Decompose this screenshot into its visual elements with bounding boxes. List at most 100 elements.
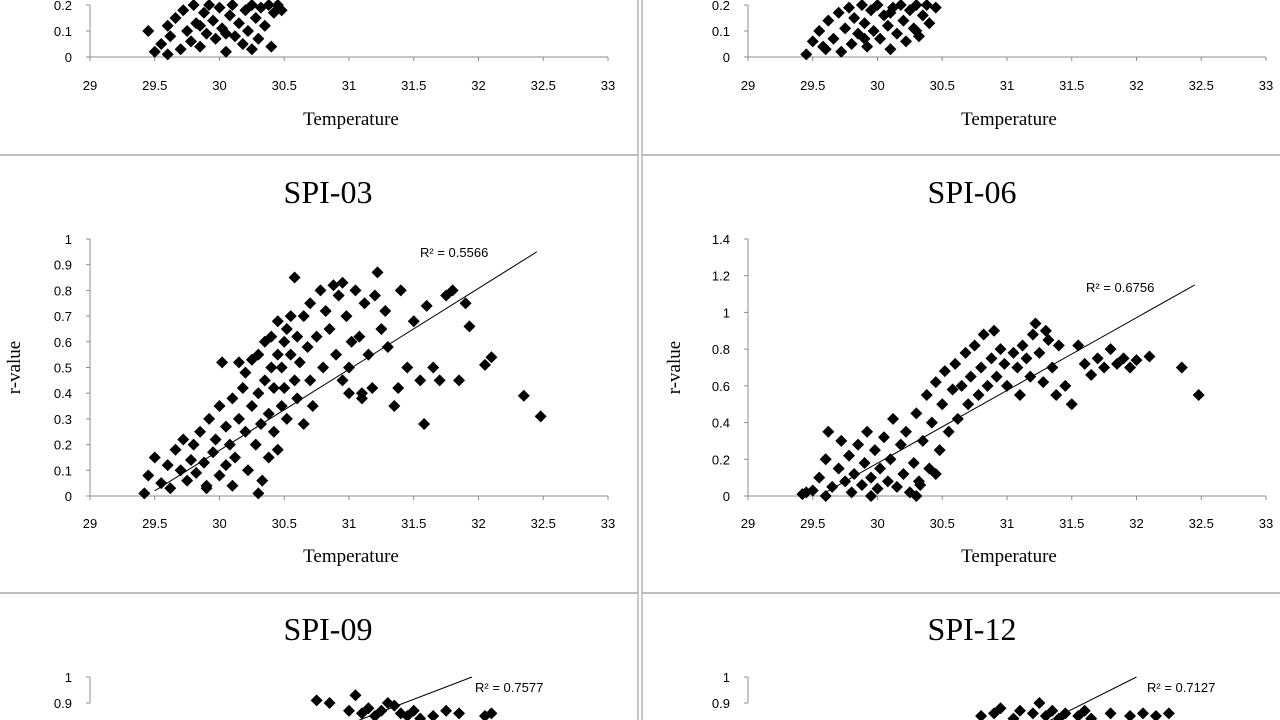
- data-point: [925, 416, 938, 429]
- data-point: [884, 453, 897, 466]
- data-point: [209, 433, 222, 446]
- data-point: [366, 382, 379, 395]
- x-axis-title: Temperature: [303, 546, 399, 567]
- data-point: [407, 315, 420, 328]
- data-point: [910, 490, 923, 502]
- panel-border: [641, 592, 1280, 720]
- data-point: [835, 45, 848, 58]
- x-tick-label: 30.5: [930, 516, 955, 531]
- data-point: [843, 1, 856, 14]
- panel-border: [641, 154, 1280, 594]
- data-point: [330, 348, 343, 361]
- data-point: [835, 434, 848, 447]
- data-point: [194, 40, 207, 53]
- data-point: [375, 704, 388, 717]
- data-point: [336, 276, 349, 289]
- data-point: [1072, 339, 1085, 352]
- data-point: [245, 400, 258, 413]
- data-point: [181, 474, 194, 487]
- data-point: [871, 482, 884, 495]
- data-point: [1033, 697, 1046, 709]
- y-tick-label: 0.2: [712, 452, 730, 467]
- data-point: [388, 699, 401, 712]
- x-tick-label: 31: [1000, 516, 1014, 531]
- data-point: [161, 459, 174, 472]
- r-squared-label: R² = 0.7127: [1147, 680, 1215, 695]
- data-point: [420, 299, 433, 312]
- data-point: [169, 443, 182, 456]
- data-point: [871, 0, 884, 11]
- data-point: [148, 451, 161, 464]
- data-point: [994, 702, 1007, 715]
- x-axis-title: Temperature: [961, 546, 1057, 567]
- data-point: [1046, 361, 1059, 374]
- data-point: [275, 361, 288, 374]
- data-point: [353, 330, 366, 343]
- data-point: [219, 459, 232, 472]
- data-point: [293, 356, 306, 369]
- data-point: [977, 328, 990, 341]
- data-point: [1052, 712, 1065, 720]
- x-tick-label: 30: [212, 78, 226, 93]
- data-point: [358, 297, 371, 310]
- data-point: [1033, 346, 1046, 359]
- data-point: [164, 30, 177, 43]
- data-point: [239, 366, 252, 379]
- data-point: [394, 284, 407, 297]
- data-point: [1098, 361, 1111, 374]
- data-point: [534, 410, 547, 423]
- y-tick-label: 0.8: [54, 283, 72, 298]
- data-point: [275, 400, 288, 413]
- data-point: [226, 0, 239, 11]
- x-tick-label: 32.5: [1189, 516, 1214, 531]
- data-point: [894, 0, 907, 11]
- y-tick-label: 0.6: [54, 335, 72, 350]
- chart-panel-top-left: 0 0.1 0.2 29 29.5 30 30.5 31 31.5 32 32.5 33 Tempera…: [0, 0, 639, 156]
- data-point: [317, 361, 330, 374]
- data-point: [1104, 343, 1117, 356]
- data-point: [340, 310, 353, 323]
- data-point: [355, 392, 368, 405]
- data-point: [1037, 376, 1050, 389]
- data-point: [822, 14, 835, 27]
- data-point: [946, 383, 959, 396]
- data-point: [407, 704, 420, 717]
- y-tick-label: 0.9: [54, 258, 72, 273]
- data-point: [256, 474, 269, 487]
- data-point: [349, 284, 362, 297]
- y-axis-title: r-value: [664, 341, 685, 394]
- x-tick-label: 32.5: [531, 78, 556, 93]
- data-point: [288, 271, 301, 284]
- data-point: [343, 361, 355, 374]
- data-point: [478, 710, 491, 720]
- data-point: [288, 374, 301, 387]
- data-point: [843, 449, 856, 462]
- y-tick-label: 0.7: [54, 309, 72, 324]
- data-point: [1029, 317, 1042, 330]
- x-tick-label: 29: [741, 516, 755, 531]
- x-tick-label: 30: [212, 516, 226, 531]
- data-point: [265, 40, 278, 53]
- data-point: [1130, 354, 1143, 367]
- data-point: [345, 335, 358, 348]
- data-point: [236, 38, 249, 50]
- data-point: [252, 387, 265, 400]
- data-point: [332, 289, 345, 302]
- data-point: [207, 14, 220, 27]
- data-point: [245, 43, 258, 56]
- data-point: [155, 38, 168, 50]
- chart-panel-spi-12: 0.9 1 SPI-12 R² = 0.7127: [641, 592, 1280, 720]
- data-point: [1117, 352, 1130, 365]
- data-point: [174, 43, 187, 56]
- data-point: [1020, 352, 1033, 365]
- panel-border: [0, 592, 639, 720]
- data-point: [314, 284, 327, 297]
- y-tick-label: 1: [723, 670, 730, 685]
- x-tick-label: 31.5: [1059, 516, 1084, 531]
- data-point: [174, 464, 187, 477]
- data-point: [1052, 339, 1065, 352]
- data-point: [962, 398, 975, 411]
- x-tick-label: 31.5: [401, 516, 426, 531]
- r-squared-label: R² = 0.5566: [420, 245, 488, 260]
- data-point: [304, 297, 317, 310]
